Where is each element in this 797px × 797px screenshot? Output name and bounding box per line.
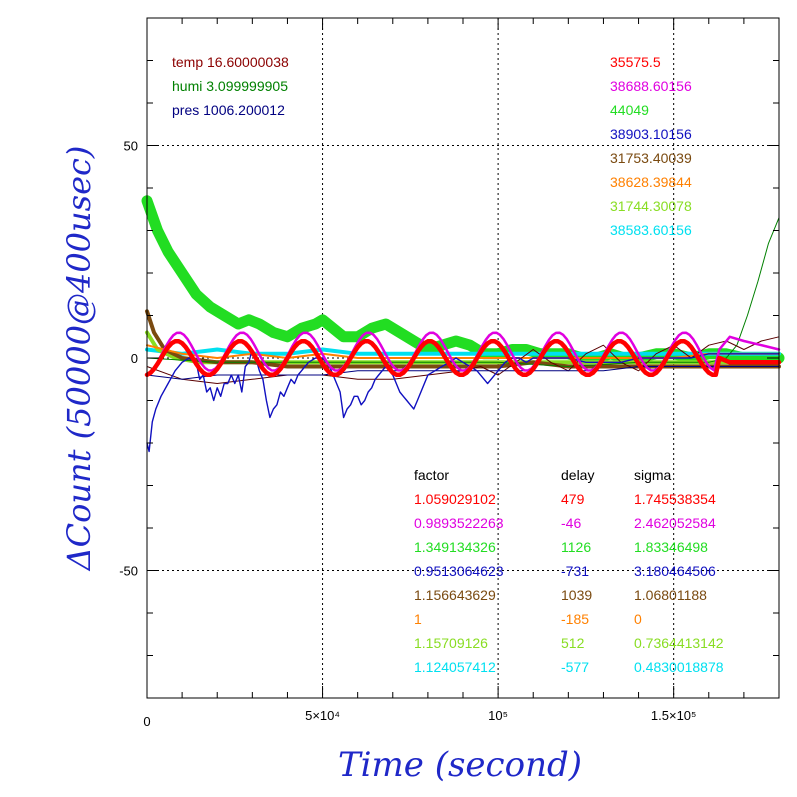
table-cell-factor: 0.9513064623 xyxy=(414,563,504,579)
table-cell-factor: 1.15709126 xyxy=(414,635,488,651)
table-cell-sigma: 1.06801188 xyxy=(634,587,707,603)
series-id-label: 38903.10156 xyxy=(610,126,692,142)
series-id-label: 38583.60156 xyxy=(610,222,692,238)
table-cell-delay: -577 xyxy=(561,659,589,675)
table-cell-factor: 1 xyxy=(414,611,422,627)
table-cell-factor: 0.9893522263 xyxy=(414,515,504,531)
table-cell-delay: 479 xyxy=(561,491,585,507)
table-cell-delay: 1126 xyxy=(561,539,591,555)
table-cell-delay: -185 xyxy=(561,611,589,627)
table-cell-factor: 1.349134326 xyxy=(414,539,496,555)
table-cell-delay: 1039 xyxy=(561,587,592,603)
table-cell-sigma: 1.745538354 xyxy=(634,491,716,507)
env-label: pres 1006.200012 xyxy=(172,102,285,118)
table-cell-sigma: 0 xyxy=(634,611,642,627)
axis-ticks: 0 5×10⁴ 10⁵ 1.5×10⁵ 50 0 -50 xyxy=(119,17,780,729)
x-tick-label: 0 xyxy=(143,714,150,729)
table-cell-sigma: 0.7364413142 xyxy=(634,635,724,651)
series-line-0 xyxy=(141,195,785,364)
series-id-label: 38628.39844 xyxy=(610,174,692,190)
x-tick-label: 5×10⁴ xyxy=(305,708,340,723)
series-id-label: 35575.5 xyxy=(610,54,661,70)
env-label: temp 16.60000038 xyxy=(172,54,289,70)
y-tick-label: -50 xyxy=(119,564,138,579)
table-cell-sigma: 1.83346498 xyxy=(634,539,708,555)
series-id-label: 31753.40039 xyxy=(610,150,692,166)
table-cell-sigma: 2.462052584 xyxy=(634,515,716,531)
table-cell-factor: 1.059029102 xyxy=(414,491,496,507)
x-tick-label: 1.5×10⁵ xyxy=(651,708,697,723)
y-axis-title: ΔCount (50000@400usec) xyxy=(60,146,98,573)
series-line-9 xyxy=(158,331,781,372)
series-id-label: 44049 xyxy=(610,102,649,118)
table-cell-factor: 1.124057412 xyxy=(414,659,496,675)
table-cell-factor: 1.156643629 xyxy=(414,587,496,603)
series-line-10 xyxy=(144,338,782,378)
annotation-labels: temp 16.60000038 humi 3.099999905 pres 100… xyxy=(172,54,724,675)
y-tick-label: 50 xyxy=(124,139,138,154)
x-axis-title: Time (second) xyxy=(338,745,582,785)
table-cell-sigma: 0.4830018878 xyxy=(634,659,724,675)
table-cell-delay: -731 xyxy=(561,563,589,579)
table-cell-sigma: 3.180464506 xyxy=(634,563,716,579)
env-label: humi 3.099999905 xyxy=(172,78,288,94)
series-lines xyxy=(141,195,785,453)
x-tick-label: 10⁵ xyxy=(488,708,508,723)
y-tick-label: 0 xyxy=(131,351,138,366)
table-header: delay xyxy=(561,467,594,483)
series-id-label: 38688.60156 xyxy=(610,78,692,94)
table-cell-delay: -46 xyxy=(561,515,581,531)
series-id-label: 31744.30078 xyxy=(610,198,692,214)
table-header: sigma xyxy=(634,467,672,483)
table-cell-delay: 512 xyxy=(561,635,585,651)
table-header: factor xyxy=(414,467,449,483)
